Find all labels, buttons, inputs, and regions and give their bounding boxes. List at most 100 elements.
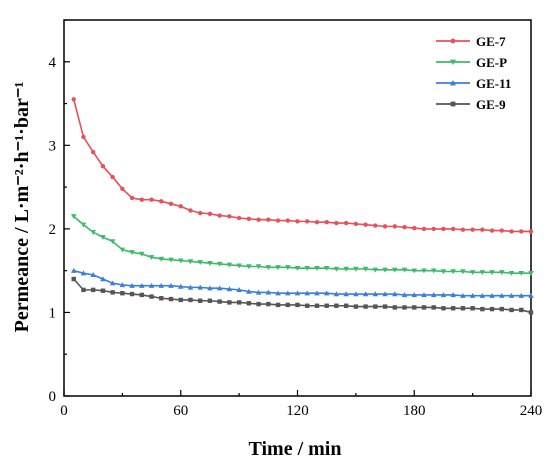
data-point-ge-7: [412, 225, 417, 231]
series-ge-p: [70, 214, 534, 276]
data-point-ge-7: [470, 227, 475, 232]
data-point-ge-9: [295, 302, 300, 308]
data-point-ge-p: [450, 269, 456, 275]
data-point-ge-7: [149, 197, 154, 202]
data-point-ge-9: [480, 306, 485, 312]
legend-label-ge-p: GE-P: [476, 55, 507, 70]
data-point-ge-9: [392, 305, 397, 310]
data-point-ge-9: [441, 306, 446, 311]
data-point-ge-9: [266, 301, 271, 307]
data-point-ge-11: [343, 291, 349, 297]
data-point-ge-9: [198, 298, 203, 303]
series-ge-11: [70, 267, 534, 298]
data-point-ge-p: [333, 266, 340, 272]
data-point-ge-9: [120, 291, 125, 296]
data-point-ge-11: [139, 282, 145, 288]
data-point-ge-9: [519, 307, 524, 313]
data-point-ge-7: [489, 228, 495, 233]
data-point-ge-9: [217, 299, 222, 304]
series-layer: [70, 97, 534, 315]
data-point-ge-7: [480, 227, 485, 232]
data-point-ge-p: [343, 266, 349, 272]
data-point-ge-11: [119, 282, 126, 288]
data-point-ge-p: [265, 265, 272, 271]
legend-marker-ge-9: [450, 101, 456, 107]
data-point-ge-9: [324, 303, 329, 308]
data-point-ge-9: [499, 306, 505, 312]
data-point-ge-p: [518, 270, 525, 276]
data-point-ge-9: [314, 303, 320, 308]
data-point-ge-11: [265, 289, 272, 295]
data-point-ge-11: [528, 292, 534, 298]
series-line-ge-p: [73, 215, 531, 274]
series-ge-9: [71, 276, 534, 315]
data-point-ge-7: [139, 197, 145, 202]
series-line-ge-11: [73, 269, 531, 297]
data-point-ge-p: [469, 270, 476, 276]
data-point-ge-11: [294, 290, 301, 296]
data-point-ge-9: [402, 305, 407, 310]
data-point-ge-p: [314, 265, 320, 271]
data-point-ge-11: [236, 287, 242, 293]
data-point-ge-p: [158, 256, 165, 262]
data-point-ge-7: [246, 216, 252, 222]
legend-marker-ge-11: [450, 80, 456, 86]
data-point-ge-p: [236, 263, 242, 269]
data-point-ge-9: [227, 300, 232, 305]
x-tick-label: 180: [403, 403, 426, 419]
data-point-ge-p: [285, 265, 291, 271]
data-point-ge-11: [129, 282, 135, 288]
data-point-ge-9: [256, 301, 261, 307]
data-point-ge-p: [362, 266, 369, 272]
data-point-ge-7: [188, 208, 193, 213]
legend-label-ge-9: GE-9: [476, 97, 506, 112]
data-point-ge-p: [100, 235, 106, 240]
legend-item-ge-7: GE-7: [436, 34, 506, 49]
data-point-ge-p: [440, 269, 447, 275]
data-point-ge-p: [216, 261, 223, 267]
data-point-ge-11: [246, 288, 252, 294]
data-point-ge-7: [314, 220, 320, 225]
data-point-ge-p: [392, 267, 398, 273]
data-point-ge-7: [353, 221, 359, 227]
data-point-ge-7: [129, 195, 135, 201]
data-point-ge-7: [441, 226, 446, 232]
data-point-ge-11: [226, 286, 233, 292]
data-point-ge-11: [411, 292, 417, 298]
data-point-ge-11: [285, 290, 291, 296]
data-point-ge-p: [187, 259, 194, 265]
data-point-ge-9: [431, 305, 436, 310]
data-point-ge-11: [460, 292, 466, 298]
data-point-ge-p: [460, 269, 466, 275]
data-point-ge-11: [353, 291, 359, 297]
data-point-ge-11: [489, 292, 495, 298]
data-point-ge-11: [178, 283, 184, 289]
y-tick-label: 1: [49, 305, 57, 321]
data-point-ge-11: [362, 291, 369, 297]
data-point-ge-9: [159, 296, 164, 301]
data-point-ge-9: [71, 276, 76, 282]
data-point-ge-9: [334, 303, 339, 308]
data-point-ge-9: [100, 288, 106, 293]
data-point-ge-7: [373, 223, 378, 228]
data-point-ge-7: [217, 213, 222, 218]
data-point-ge-9: [129, 291, 135, 297]
data-point-ge-9: [139, 292, 145, 298]
data-point-ge-11: [216, 285, 223, 291]
x-axis-ticks: 0 60 120 180 240: [60, 390, 542, 419]
data-point-ge-7: [198, 210, 203, 216]
data-point-ge-p: [178, 258, 184, 264]
data-point-ge-9: [460, 306, 466, 311]
data-point-ge-p: [148, 255, 155, 261]
data-point-ge-7: [71, 97, 76, 102]
data-point-ge-7: [334, 220, 339, 226]
data-point-ge-p: [430, 268, 437, 274]
data-point-ge-p: [421, 268, 427, 274]
data-point-ge-9: [382, 304, 388, 309]
data-point-ge-p: [372, 267, 379, 273]
data-point-ge-9: [470, 306, 475, 311]
data-point-ge-7: [305, 219, 310, 224]
data-point-ge-11: [100, 276, 106, 282]
data-point-ge-9: [207, 298, 213, 303]
data-point-ge-9: [363, 304, 368, 309]
